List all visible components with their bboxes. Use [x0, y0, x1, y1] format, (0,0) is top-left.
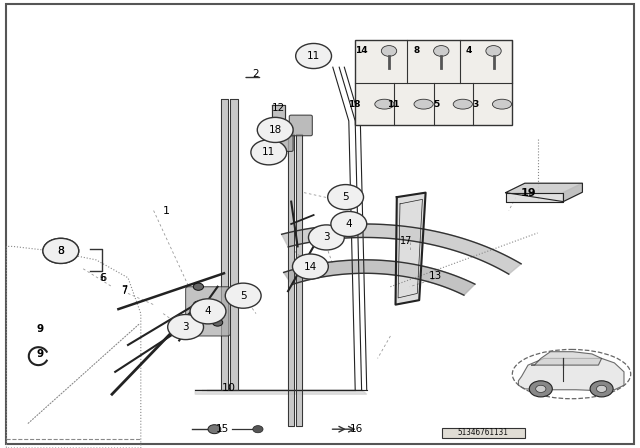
Bar [355, 40, 512, 125]
Text: 7: 7 [122, 286, 128, 296]
Circle shape [308, 225, 344, 250]
Text: 3: 3 [182, 322, 189, 332]
Text: 13: 13 [429, 271, 442, 280]
Polygon shape [288, 134, 294, 426]
Circle shape [296, 43, 332, 69]
Polygon shape [195, 390, 367, 394]
Circle shape [193, 301, 204, 308]
Text: 18: 18 [348, 99, 361, 109]
Polygon shape [284, 260, 475, 295]
Text: 16: 16 [350, 424, 363, 434]
Circle shape [596, 385, 607, 392]
Polygon shape [563, 183, 582, 202]
Circle shape [251, 140, 287, 165]
Text: 2: 2 [253, 69, 259, 79]
Text: 17: 17 [400, 236, 413, 246]
Circle shape [536, 385, 546, 392]
Circle shape [529, 381, 552, 397]
Text: 4: 4 [205, 306, 211, 316]
Text: 51346761131: 51346761131 [458, 428, 509, 437]
Text: 6: 6 [100, 273, 107, 283]
Text: 14: 14 [304, 262, 317, 271]
Text: 6: 6 [99, 273, 106, 283]
Text: 8: 8 [58, 246, 64, 256]
Polygon shape [518, 358, 624, 391]
Text: 4: 4 [465, 47, 472, 56]
Text: 12: 12 [272, 103, 285, 113]
Polygon shape [296, 134, 302, 426]
Text: 18: 18 [269, 125, 282, 135]
Text: 11: 11 [307, 51, 320, 61]
Circle shape [590, 381, 613, 397]
Ellipse shape [414, 99, 433, 109]
Polygon shape [396, 193, 426, 305]
Text: 11: 11 [262, 147, 275, 157]
Ellipse shape [453, 99, 472, 109]
Polygon shape [282, 224, 521, 274]
FancyBboxPatch shape [186, 287, 230, 336]
Polygon shape [230, 99, 238, 390]
Text: 15: 15 [216, 424, 229, 434]
Text: 1: 1 [163, 206, 170, 215]
Circle shape [190, 299, 226, 324]
Circle shape [43, 238, 79, 263]
Text: 10: 10 [222, 383, 236, 392]
Text: 5: 5 [342, 192, 349, 202]
Ellipse shape [375, 99, 394, 109]
Polygon shape [272, 105, 285, 119]
Bar [442, 428, 525, 438]
Polygon shape [506, 193, 563, 202]
Circle shape [193, 283, 204, 290]
Circle shape [486, 46, 501, 56]
Text: 14: 14 [355, 47, 367, 56]
Circle shape [381, 46, 397, 56]
Text: 7: 7 [122, 285, 128, 295]
Circle shape [331, 211, 367, 237]
Text: 9: 9 [36, 324, 44, 334]
Text: 11: 11 [387, 99, 400, 109]
Circle shape [168, 314, 204, 340]
Circle shape [257, 117, 293, 142]
Circle shape [212, 319, 223, 326]
Text: 8: 8 [413, 47, 420, 56]
Ellipse shape [492, 99, 511, 109]
Text: 19: 19 [520, 188, 536, 198]
Polygon shape [531, 352, 602, 365]
Text: 3: 3 [323, 233, 330, 242]
Circle shape [434, 46, 449, 56]
Text: 9: 9 [36, 349, 44, 359]
Text: 4: 4 [346, 219, 352, 229]
Text: 5: 5 [433, 99, 439, 109]
Text: 5: 5 [240, 291, 246, 301]
Circle shape [253, 426, 263, 433]
Circle shape [43, 238, 79, 263]
FancyBboxPatch shape [264, 126, 293, 151]
Circle shape [208, 425, 221, 434]
Text: 8: 8 [57, 246, 65, 256]
Polygon shape [221, 99, 228, 390]
Circle shape [292, 254, 328, 279]
Circle shape [328, 185, 364, 210]
Text: 3: 3 [472, 99, 478, 109]
Polygon shape [506, 183, 582, 193]
Circle shape [225, 283, 261, 308]
FancyBboxPatch shape [289, 115, 312, 136]
